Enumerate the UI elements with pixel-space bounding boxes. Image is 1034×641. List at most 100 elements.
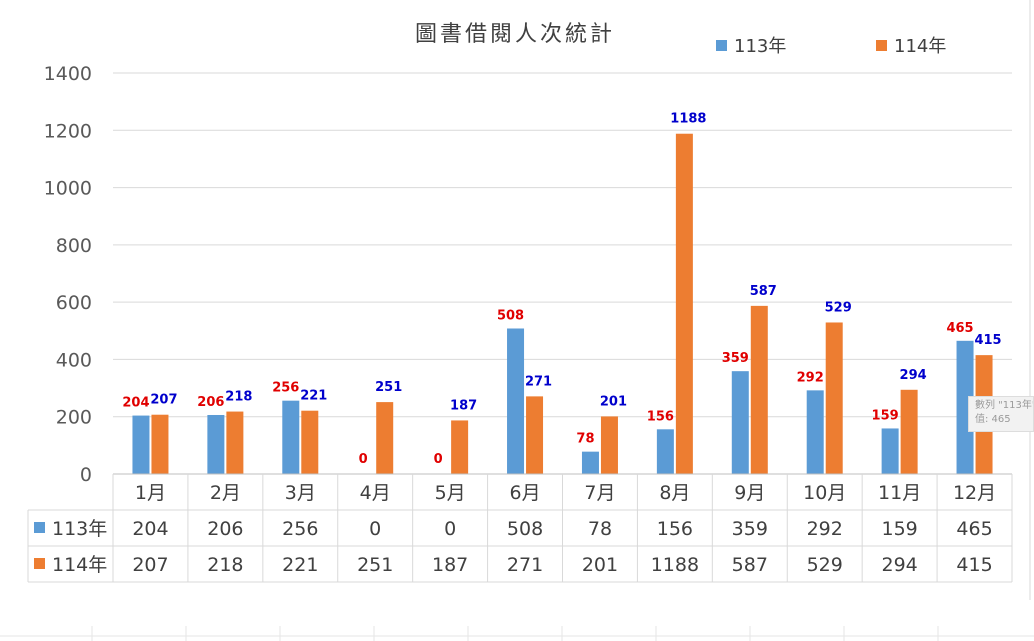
legend-label: 114年 [894, 36, 946, 57]
data-label: 159 [872, 408, 899, 423]
x-tick-label: 6月 [509, 482, 540, 504]
table-cell: 218 [207, 554, 243, 576]
legend-swatch [876, 40, 887, 51]
x-tick-label: 11月 [878, 482, 921, 504]
table-cell: 0 [444, 518, 456, 540]
data-label: 0 [359, 452, 368, 467]
x-tick-label: 4月 [360, 482, 391, 504]
bar [451, 420, 469, 474]
x-tick-label: 5月 [435, 482, 466, 504]
y-axis-tick-labels: 0 200 400 600 800 1000 1200 1400 [44, 63, 92, 486]
x-tick-label: 9月 [734, 482, 765, 504]
bar [956, 340, 974, 474]
y-tick-label: 600 [56, 292, 92, 314]
table-cell: 206 [207, 518, 243, 540]
bar [750, 305, 768, 474]
tooltip-series: 數列 "113年" [975, 400, 1034, 411]
x-tick-label: 10月 [803, 482, 846, 504]
table-cell: 292 [807, 518, 843, 540]
table-cell: 1188 [651, 554, 699, 576]
data-label: 201 [600, 394, 627, 409]
table-cell: 256 [282, 518, 318, 540]
tooltip-value: 值: 465 [975, 414, 1011, 425]
data-label: 1188 [670, 112, 706, 127]
data-label: 251 [375, 380, 402, 395]
data-label: 78 [576, 432, 594, 447]
y-tick-label: 1200 [44, 120, 92, 142]
bar [806, 390, 824, 474]
data-label: 292 [797, 370, 824, 385]
table-cell: 201 [582, 554, 618, 576]
x-tick-label: 12月 [953, 482, 996, 504]
table-cell: 415 [956, 554, 992, 576]
data-label: 294 [900, 368, 927, 383]
data-label: 207 [150, 393, 177, 408]
table-cell: 529 [807, 554, 843, 576]
bar [151, 414, 169, 474]
data-label: 156 [647, 409, 674, 424]
data-label: 508 [497, 308, 524, 323]
x-tick-label: 7月 [584, 482, 615, 504]
data-label: 415 [974, 333, 1001, 348]
x-tick-label: 1月 [135, 482, 166, 504]
data-label: 221 [300, 389, 327, 404]
x-tick-label: 3月 [285, 482, 316, 504]
y-tick-label: 1400 [44, 63, 92, 85]
table-cell: 221 [282, 554, 318, 576]
y-tick-label: 400 [56, 349, 92, 371]
sheet-gridlines [0, 626, 1034, 641]
y-tick-label: 1000 [44, 178, 92, 200]
bar [675, 133, 693, 475]
table-series-label: 114年 [52, 554, 107, 576]
bar [825, 322, 843, 474]
table-cell: 294 [881, 554, 917, 576]
bar [301, 410, 319, 474]
table-cell: 0 [369, 518, 381, 540]
data-label: 0 [434, 452, 443, 467]
table-cell: 508 [507, 518, 543, 540]
table-cell: 78 [588, 518, 612, 540]
bar [656, 429, 674, 474]
bar [526, 396, 544, 474]
bar [282, 400, 300, 474]
bar [900, 389, 918, 474]
hover-tooltip: 數列 "113年" 值: 465 [968, 396, 1034, 432]
bar [207, 414, 225, 474]
table-cell: 251 [357, 554, 393, 576]
y-gridlines [113, 72, 1012, 418]
table-legend-swatch [34, 522, 45, 533]
data-label: 187 [450, 398, 477, 413]
table-legend-swatch [34, 558, 45, 569]
bar [507, 328, 525, 474]
table-cell: 156 [657, 518, 693, 540]
legend: 113年 114年 [716, 36, 946, 57]
y-tick-label: 0 [80, 464, 92, 486]
table-cell: 204 [132, 518, 168, 540]
data-label: 218 [225, 390, 252, 405]
bar [226, 411, 244, 474]
chart-title: 圖書借閱人次統計 [415, 22, 615, 47]
table-cell: 359 [732, 518, 768, 540]
bar [731, 371, 749, 474]
bar [881, 428, 899, 474]
data-label: 206 [197, 395, 224, 410]
data-label: 465 [946, 321, 973, 336]
data-label: 271 [525, 374, 552, 389]
table-cell: 159 [881, 518, 917, 540]
data-label: 256 [272, 381, 299, 396]
data-label: 359 [722, 351, 749, 366]
x-tick-label: 2月 [210, 482, 241, 504]
table-series-label: 113年 [52, 518, 107, 540]
y-tick-label: 200 [56, 407, 92, 429]
y-tick-label: 800 [56, 235, 92, 257]
table-cell: 271 [507, 554, 543, 576]
table-cell: 207 [132, 554, 168, 576]
table-cell: 187 [432, 554, 468, 576]
table-cell: 587 [732, 554, 768, 576]
data-label: 204 [122, 396, 149, 411]
x-tick-label: 8月 [659, 482, 690, 504]
data-label: 587 [750, 284, 777, 299]
data-table: 1月 204 207 2月 206 218 3月 256 221 4月 0 251 5月 0 187 6月 50… [27, 473, 1013, 583]
